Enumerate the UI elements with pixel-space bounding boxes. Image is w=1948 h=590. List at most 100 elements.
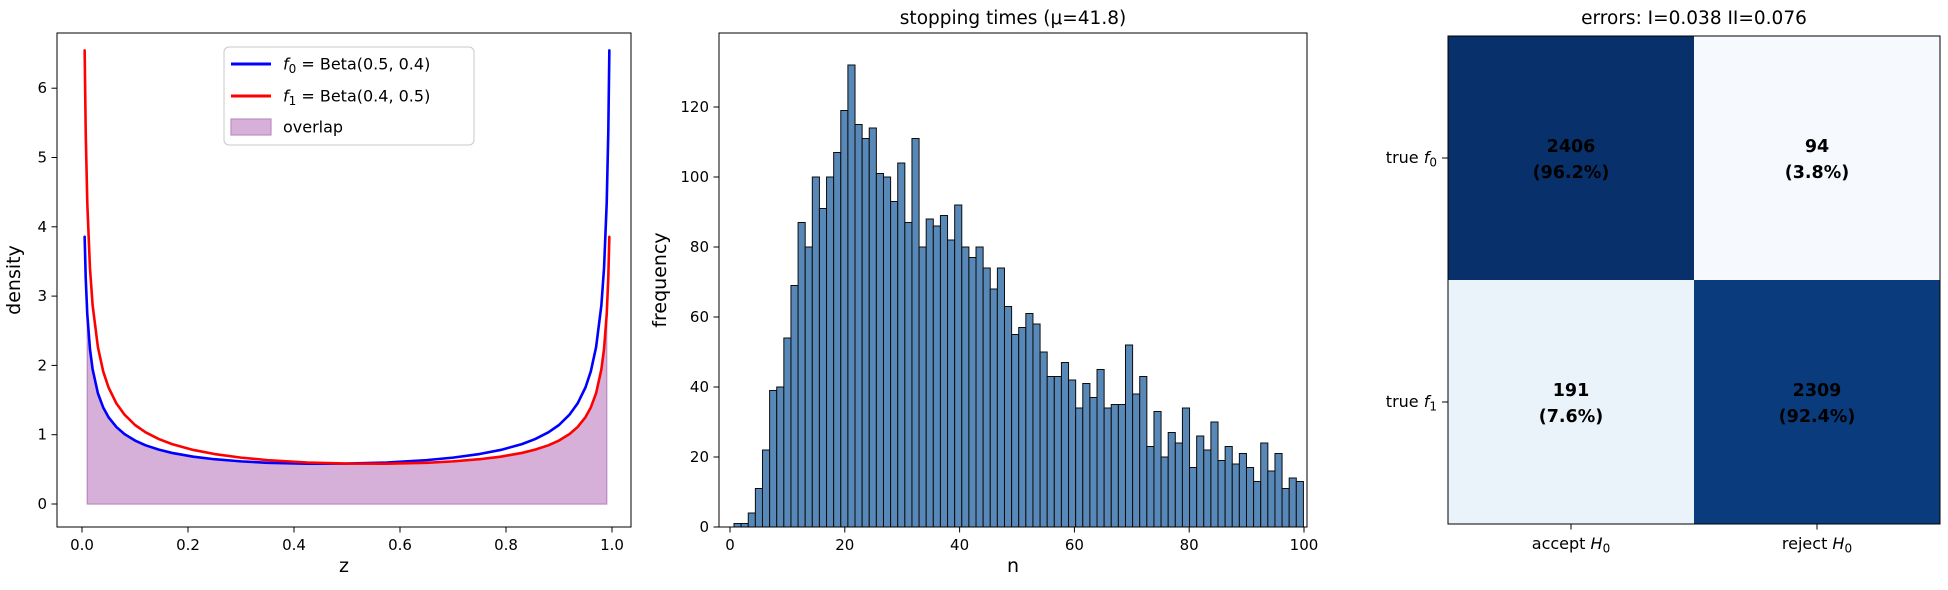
histogram-bar	[847, 64, 856, 528]
cell-true-f0-reject-h0	[1694, 36, 1940, 280]
histogram-bar	[840, 110, 849, 528]
histogram-bar	[1075, 407, 1084, 528]
x-tick-label: 40	[950, 536, 969, 554]
stopping-times-plot: 0 20 40 60 80 100 0 20 40 60 80 100 120 stopping time…	[649, 8, 1318, 577]
histogram-bar	[804, 246, 813, 528]
cell-percent: (7.6%)	[1539, 407, 1604, 427]
histogram-bar	[1274, 453, 1283, 528]
histogram-bar	[968, 257, 977, 528]
histogram-bar	[861, 138, 870, 528]
legend-label-overlap: overlap	[283, 118, 343, 137]
histogram-bar	[833, 152, 842, 528]
histogram-bar	[733, 523, 742, 528]
y-tick-label: 4	[37, 218, 47, 236]
histogram-bar	[769, 390, 778, 528]
histogram-bars	[733, 64, 1304, 528]
plot-title: errors: I=0.038 II=0.076	[1581, 8, 1807, 29]
histogram-bar	[954, 204, 963, 528]
col-label-reject-h0: reject H0	[1782, 534, 1852, 556]
y-tick-label: 1	[37, 426, 47, 444]
histogram-bar	[897, 162, 906, 528]
histogram-bar	[932, 225, 941, 528]
histogram-bar	[1032, 323, 1041, 528]
x-axis-label: n	[1007, 555, 1019, 577]
y-tick-label: 100	[680, 168, 709, 186]
y-tick-label: 80	[690, 238, 709, 256]
y-axis-label: frequency	[649, 232, 671, 327]
histogram-bar	[1224, 446, 1233, 528]
axes-frame	[718, 32, 1308, 528]
x-tick-label: 60	[1065, 536, 1084, 554]
histogram-bar	[1039, 351, 1048, 528]
legend-label-f0: f0 = Beta(0.5, 0.4)	[283, 55, 430, 77]
histogram-bar	[1153, 411, 1162, 528]
confusion-matrix-plot: 2406 (96.2%) 94 (3.8%) 191 (7.6%) 2309 (92.4%) t…	[1386, 8, 1941, 556]
histogram-bar	[925, 218, 934, 528]
histogram-bar	[740, 523, 749, 528]
histogram-bar	[854, 124, 863, 528]
y-tick-label: 20	[690, 448, 709, 466]
cell-percent: (96.2%)	[1533, 163, 1610, 183]
cell-true-f1-reject-h0	[1694, 280, 1940, 524]
histogram-bar	[1096, 369, 1105, 528]
x-tick-label: 0	[725, 536, 735, 554]
histogram-bar	[1295, 481, 1304, 528]
x-tick-label: 20	[835, 536, 854, 554]
histogram-bar	[776, 386, 785, 528]
histogram-bar	[790, 285, 799, 528]
y-tick-label: 5	[37, 149, 47, 167]
histogram-bar	[1132, 393, 1141, 528]
histogram-bar	[1281, 488, 1290, 528]
histogram-bar	[1053, 376, 1062, 528]
cell-count: 191	[1553, 381, 1590, 401]
histogram-bar	[1174, 442, 1183, 528]
histogram-bar	[989, 288, 998, 528]
y-tick-label: 0	[699, 518, 709, 536]
legend-label-f1: f1 = Beta(0.4, 0.5)	[283, 87, 430, 109]
y-axis-label: density	[3, 245, 25, 315]
y-tick-label: 0	[37, 495, 47, 513]
x-tick-label: 80	[1180, 536, 1199, 554]
histogram-bar	[818, 208, 828, 528]
histogram-bar	[1018, 327, 1027, 528]
y-tick-label: 120	[680, 98, 709, 116]
histogram-bar	[890, 201, 899, 528]
histogram-bar	[797, 222, 806, 528]
histogram-bar	[1167, 432, 1176, 528]
histogram-bar	[1110, 404, 1119, 528]
legend-patch-swatch-overlap	[230, 118, 272, 136]
histogram-bar	[1124, 344, 1134, 528]
axes-frame	[56, 32, 632, 528]
x-tick-label: 0.6	[388, 536, 412, 554]
histogram-bar	[1011, 334, 1020, 528]
y-tick-label: 60	[690, 308, 709, 326]
histogram-bar	[1196, 435, 1205, 528]
histogram-bar	[783, 337, 792, 528]
histogram-bar	[1245, 467, 1255, 528]
histogram-bar	[911, 138, 920, 528]
x-tick-label: 0.2	[176, 536, 200, 554]
histogram-bar	[1181, 407, 1191, 528]
x-tick-label: 0.8	[494, 536, 518, 554]
y-tick-label: 40	[690, 378, 709, 396]
x-tick-label: 0.4	[282, 536, 306, 554]
histogram-bar	[1203, 449, 1212, 528]
histogram-bar	[1046, 376, 1055, 528]
histogram-bar	[1003, 306, 1013, 528]
histogram-bar	[1117, 404, 1126, 528]
y-tick-label: 3	[37, 287, 47, 305]
histogram-bar	[1146, 446, 1155, 528]
histogram-bar	[1103, 407, 1112, 528]
histogram-bar	[1025, 313, 1034, 528]
histogram-bar	[868, 127, 877, 528]
histogram-bar	[1139, 376, 1148, 528]
histogram-bar	[975, 246, 984, 528]
overlap-area	[86, 314, 608, 505]
histogram-bar	[1189, 467, 1198, 528]
axes-frame	[1447, 35, 1941, 525]
histogram-bar	[826, 176, 835, 528]
cell-percent: (3.8%)	[1785, 163, 1850, 183]
col-label-accept-h0: accept H0	[1532, 534, 1610, 556]
density-plot: 0.0 0.2 0.4 0.6 0.8 1.0 0 1 2 3 4 5 6 z density f0 = Be…	[3, 32, 632, 577]
